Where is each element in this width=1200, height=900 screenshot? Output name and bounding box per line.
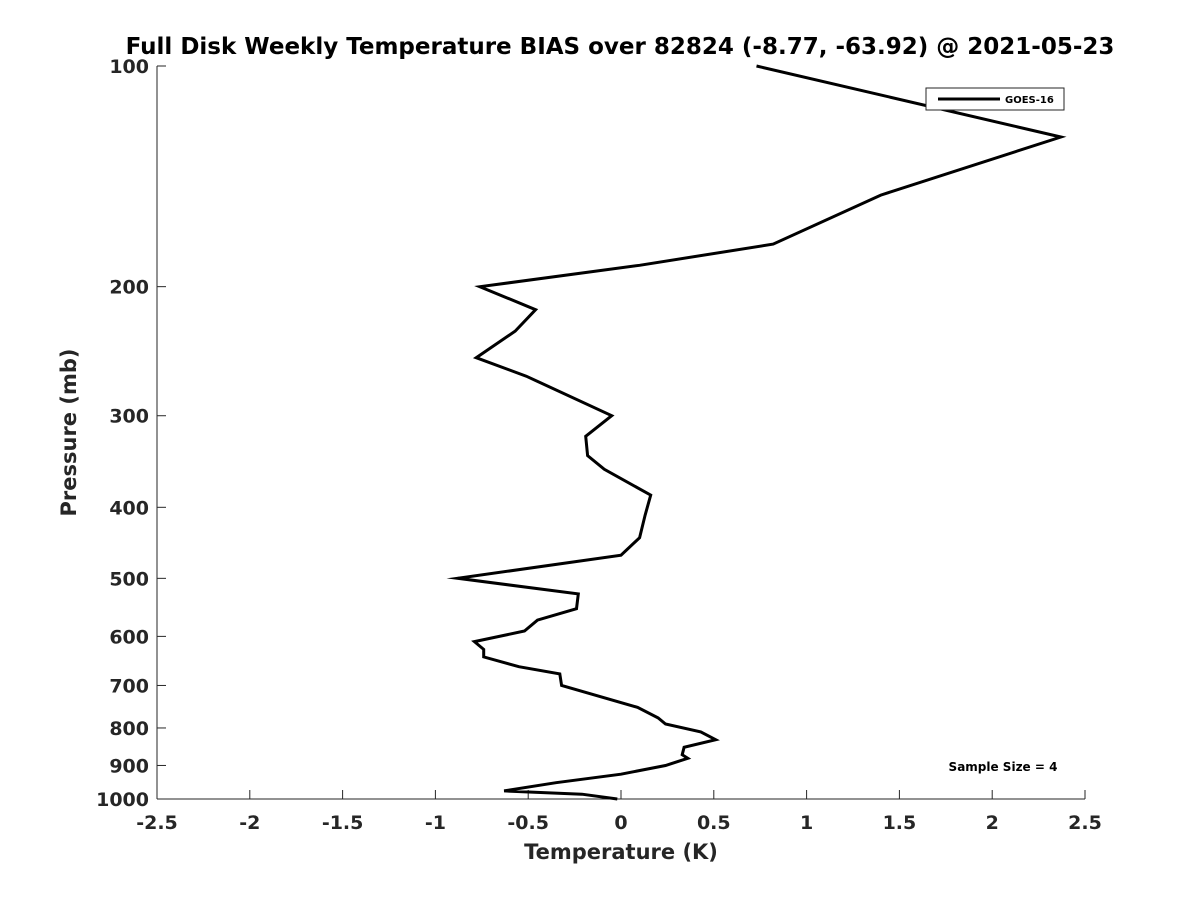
legend: GOES-16 bbox=[925, 87, 1065, 111]
x-tick-label: -0.5 bbox=[507, 812, 549, 834]
x-tick-label: -2.5 bbox=[136, 812, 178, 834]
y-tick-label: 300 bbox=[109, 406, 149, 428]
y-tick-label: 400 bbox=[109, 497, 149, 519]
y-tick-label: 500 bbox=[109, 568, 149, 590]
x-tick-label: 1 bbox=[800, 812, 813, 834]
x-tick-label: -1 bbox=[425, 812, 446, 834]
x-tick-label: 2.5 bbox=[1068, 812, 1102, 834]
plot-area: -2.5 -2 -1.5 -1 -0.5 0 0.5 1 1.5 2 2.5 100 200 300 40… bbox=[96, 56, 1102, 834]
sample-size-annotation: Sample Size = 4 bbox=[949, 760, 1058, 774]
series-layer bbox=[446, 64, 1067, 801]
y-tick-label: 200 bbox=[109, 277, 149, 299]
x-tick-label: 0.5 bbox=[697, 812, 731, 834]
series-line-goes-16 bbox=[446, 64, 1067, 801]
x-tick-label: 0 bbox=[614, 812, 627, 834]
chart-title: Full Disk Weekly Temperature BIAS over 8… bbox=[126, 34, 1115, 60]
x-tick-label: -2 bbox=[239, 812, 260, 834]
x-tick-label: 2 bbox=[986, 812, 999, 834]
y-tick-label: 600 bbox=[109, 626, 149, 648]
x-ticks: -2.5 -2 -1.5 -1 -0.5 0 0.5 1 1.5 2 2.5 bbox=[136, 790, 1102, 834]
y-tick-label: 1000 bbox=[96, 789, 149, 811]
y-tick-label: 700 bbox=[109, 675, 149, 697]
y-tick-label: 800 bbox=[109, 718, 149, 740]
x-tick-label: -1.5 bbox=[322, 812, 364, 834]
y-axis-label: Pressure (mb) bbox=[57, 349, 81, 517]
legend-label-goes-16: GOES-16 bbox=[1005, 95, 1054, 106]
y-tick-label: 100 bbox=[109, 56, 149, 78]
y-ticks: 100 200 300 400 500 600 700 800 900 1000 bbox=[96, 56, 166, 811]
x-tick-label: 1.5 bbox=[883, 812, 917, 834]
x-axis-label: Temperature (K) bbox=[524, 840, 718, 864]
y-tick-label: 900 bbox=[109, 755, 149, 777]
